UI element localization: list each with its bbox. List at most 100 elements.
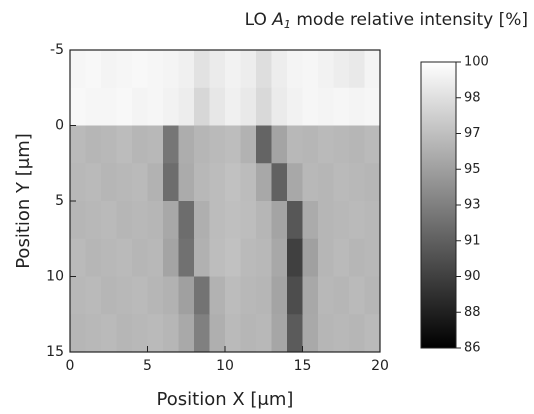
heat-cell (178, 276, 195, 315)
heat-cell (287, 276, 303, 315)
heat-cell (287, 87, 303, 126)
colorbar-tick-label: 86 (464, 341, 481, 356)
colorbar-tick-label: 97 (464, 126, 481, 141)
heat-cell (85, 125, 102, 164)
heat-cell (225, 125, 241, 164)
heat-cell (256, 276, 272, 315)
heat-cell (333, 50, 350, 89)
heat-cell (333, 276, 350, 315)
heat-cell (132, 238, 148, 277)
heat-cell (147, 125, 164, 164)
heat-cell (364, 50, 381, 89)
heat-cell (116, 238, 133, 277)
heat-cell (240, 201, 257, 240)
heat-cell (116, 163, 133, 202)
heat-cell (70, 238, 86, 277)
heat-cell (132, 201, 148, 240)
heat-cell (302, 201, 319, 240)
heat-cell (225, 201, 241, 240)
heat-cell (147, 163, 164, 202)
heat-cell (318, 163, 334, 202)
heat-cell (318, 238, 334, 277)
heat-cell (333, 87, 350, 126)
heat-cell (333, 238, 350, 277)
heat-cell (302, 125, 319, 164)
heat-cell (163, 314, 179, 353)
heat-cell (333, 125, 350, 164)
heat-cell (225, 50, 241, 89)
heat-cell (70, 163, 86, 202)
heat-cell (333, 314, 350, 353)
heat-cell (240, 276, 257, 315)
heat-cell (147, 87, 164, 126)
heat-cell (101, 314, 117, 353)
title-symbol: A (271, 10, 284, 30)
heat-cell (225, 163, 241, 202)
heat-cell (287, 50, 303, 89)
heat-cell (349, 276, 365, 315)
heat-cell (364, 201, 381, 240)
heat-cell (287, 201, 303, 240)
heat-cell (209, 314, 226, 353)
colorbar-tick-label: 88 (464, 305, 481, 320)
heat-cell (178, 238, 195, 277)
colorbar-tick-label: 100 (464, 55, 489, 70)
heat-cell (194, 125, 210, 164)
heat-cell (178, 125, 195, 164)
heat-cell (85, 87, 102, 126)
title-subscript: 1 (284, 18, 291, 31)
heat-cell (147, 276, 164, 315)
x-tick-label: 15 (294, 358, 312, 374)
heat-cell (132, 125, 148, 164)
heat-cell (101, 238, 117, 277)
heat-cell (256, 163, 272, 202)
colorbar-tick-label: 95 (464, 162, 481, 177)
heat-cell (240, 87, 257, 126)
heat-cell (302, 276, 319, 315)
heat-cell (318, 314, 334, 353)
y-tick-label: 10 (46, 269, 64, 285)
heat-cell (116, 276, 133, 315)
heat-cell (349, 201, 365, 240)
heat-cell (318, 201, 334, 240)
heat-cell (194, 314, 210, 353)
heat-cell (85, 50, 102, 89)
heat-cell (240, 50, 257, 89)
heat-cell (256, 50, 272, 89)
heat-cell (302, 314, 319, 353)
heat-cell (101, 125, 117, 164)
heat-cell (333, 201, 350, 240)
x-tick-label: 20 (371, 358, 389, 374)
heat-cell (287, 163, 303, 202)
heat-cell (256, 201, 272, 240)
heat-cell (85, 276, 102, 315)
heat-cell (194, 276, 210, 315)
heat-cell (256, 238, 272, 277)
title-prefix: LO (245, 10, 267, 30)
heat-cell (116, 201, 133, 240)
colorbar-tick-label: 93 (464, 198, 481, 213)
heat-cell (70, 50, 86, 89)
heat-cell (147, 201, 164, 240)
heat-cell (256, 314, 272, 353)
heat-cell (194, 238, 210, 277)
heat-cell (333, 163, 350, 202)
heat-cell (116, 87, 133, 126)
y-tick-label: -5 (50, 42, 64, 58)
y-tick-label: 0 (55, 118, 64, 134)
heat-cell (256, 125, 272, 164)
heat-cell (302, 163, 319, 202)
heat-cell (116, 125, 133, 164)
heat-cell (209, 238, 226, 277)
heat-cell (349, 125, 365, 164)
heat-cell (271, 87, 288, 126)
heat-cell (194, 87, 210, 126)
heat-cell (132, 50, 148, 89)
title-suffix: mode relative intensity [%] (296, 10, 528, 30)
heat-cell (302, 238, 319, 277)
heat-cell (209, 163, 226, 202)
colorbar-tick-label: 91 (464, 233, 481, 248)
x-axis-label: Position X [μm] (157, 389, 294, 410)
heat-cell (163, 238, 179, 277)
